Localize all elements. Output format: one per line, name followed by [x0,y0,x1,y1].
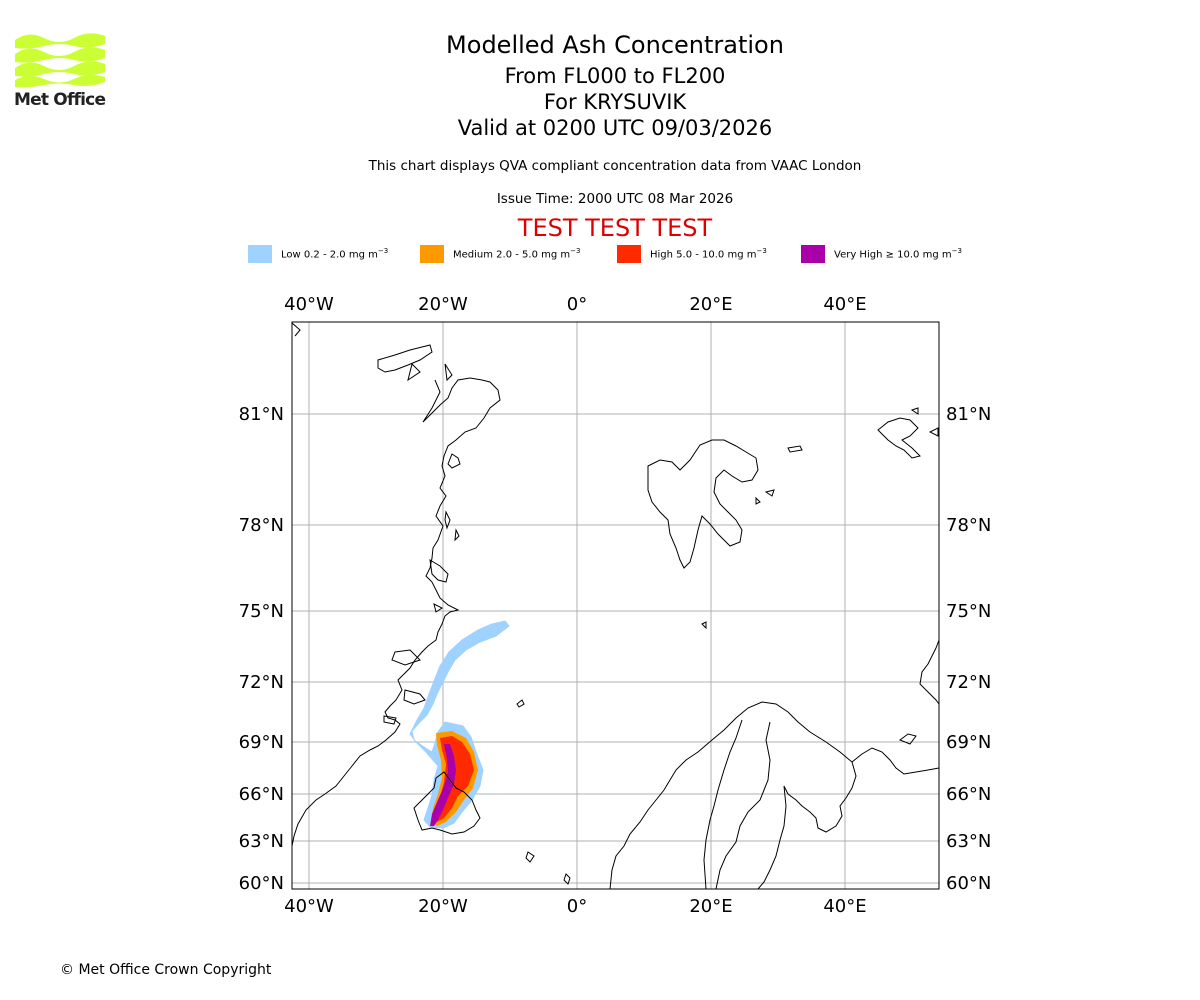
lon-label: 40°W [284,294,334,315]
legend-swatch-very-high [801,245,825,263]
lat-label: 78°N [239,515,284,536]
scandinavia-coast [609,701,857,890]
lat-label: 78°N [946,515,991,536]
lat-labels-left: 81°N 78°N 75°N 72°N 69°N 66°N 63°N 60°N [239,404,284,894]
legend-item-medium: Medium 2.0 - 5.0 mg m−3 [420,244,580,264]
lat-label: 66°N [239,784,284,805]
legend-label-very-high: Very High ≥ 10.0 mg m [834,249,952,261]
greenland-coast [291,322,501,847]
lat-label: 81°N [946,404,991,425]
volcano-name: For KRYSUVIK [543,90,687,114]
iceland-coast [413,771,481,835]
lon-label: 40°E [823,294,866,315]
lon-label: 20°W [418,896,468,917]
legend-label-low: Low 0.2 - 2.0 mg m [281,249,378,261]
lat-label: 75°N [239,601,284,622]
lon-label: 20°E [689,896,732,917]
flight-level-range: From FL000 to FL200 [504,64,726,88]
legend-swatch-high [617,245,641,263]
copyright: © Met Office Crown Copyright [60,962,272,978]
legend-swatch-low [248,245,272,263]
legend-item-low: Low 0.2 - 2.0 mg m−3 [248,244,388,264]
lon-label: 0° [567,896,587,917]
ash-very-high [430,744,456,826]
lat-label: 66°N [946,784,991,805]
franz-josef-land-coast [877,417,921,459]
svalbard-coast [647,439,759,569]
lon-labels-top: 40°W 20°W 0° 20°E 40°E [284,294,866,315]
logo-text: Met Office [14,90,106,110]
lat-label: 69°N [239,732,284,753]
issue-time: Issue Time: 2000 UTC 08 Mar 2026 [496,191,734,207]
lat-label: 60°N [239,873,284,894]
lat-label: 72°N [239,672,284,693]
met-office-waves-icon [15,33,105,88]
lon-label: 40°W [284,896,334,917]
lat-label: 60°N [946,873,991,894]
valid-time: Valid at 0200 UTC 09/03/2026 [457,116,773,140]
met-office-logo: Met Office [14,30,109,112]
lat-label: 63°N [946,831,991,852]
coastlines [291,322,940,890]
lat-label: 75°N [946,601,991,622]
lat-labels-right: 81°N 78°N 75°N 72°N 69°N 66°N 63°N 60°N [946,404,991,894]
legend-item-high: High 5.0 - 10.0 mg m−3 [617,244,767,264]
lon-label: 0° [567,294,587,315]
novaya-zemlya-coast [919,639,940,705]
gulf-of-bothnia-coast [703,719,771,890]
chart-description: This chart displays QVA compliant concen… [368,158,862,174]
lat-label: 63°N [239,831,284,852]
legend-label-medium: Medium 2.0 - 5.0 mg m [453,249,571,261]
lon-label: 40°E [823,896,866,917]
legend-swatch-medium [420,245,444,263]
lat-label: 81°N [239,404,284,425]
legend-item-very-high: Very High ≥ 10.0 mg m−3 [801,244,962,264]
test-banner: TEST TEST TEST [517,214,713,242]
lon-labels-bottom: 40°W 20°W 0° 20°E 40°E [284,896,866,917]
legend-label-high: High 5.0 - 10.0 mg m [650,249,757,261]
lat-label: 69°N [946,732,991,753]
map-frame [291,321,940,890]
lon-label: 20°E [689,294,732,315]
lat-label: 72°N [946,672,991,693]
chart-title: Modelled Ash Concentration [446,31,784,59]
lon-label: 20°W [418,294,468,315]
